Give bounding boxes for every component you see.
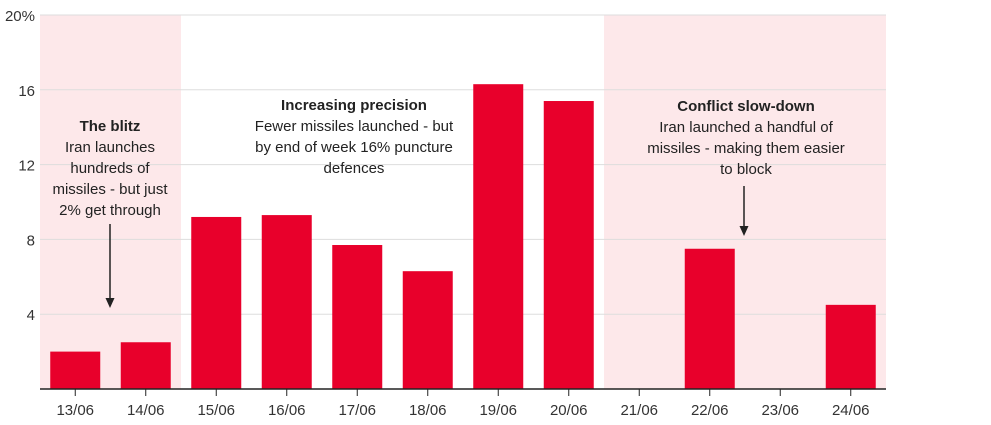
y-axis-ticks: 20% 16 12 8 4 [5, 8, 35, 324]
annotation-arrows [105, 186, 749, 308]
y-tick-label: 8 [27, 232, 35, 249]
bar-13-06 [50, 351, 101, 389]
x-tick-label: 14/06 [127, 402, 165, 419]
annotation-increasing-precision: Increasing precision Fewer missiles laun… [244, 95, 464, 179]
bar-20-06 [543, 101, 594, 390]
bar-24-06 [825, 304, 876, 389]
y-tick-label: 12 [18, 158, 35, 175]
bar-15-06 [191, 216, 242, 389]
annotation-the-blitz: The blitz Iran launches hundreds of miss… [30, 116, 190, 221]
x-tick-label: 23/06 [761, 402, 799, 419]
bar-14-06 [120, 342, 171, 389]
annotation-heading: The blitz [79, 118, 141, 135]
annotation-text: Fewer missiles launched - but by end of … [254, 118, 454, 177]
y-tick-label: 20% [5, 8, 35, 25]
y-tick-label: 4 [27, 307, 35, 324]
annotation-heading: Increasing precision [281, 97, 427, 114]
bar-18-06 [402, 271, 453, 389]
annotation-heading: Conflict slow-down [677, 98, 815, 115]
bar-19-06 [473, 84, 524, 389]
x-tick-label: 13/06 [56, 402, 94, 419]
y-tick-label: 16 [18, 83, 35, 100]
shaded-period-1 [40, 15, 181, 389]
gridlines [40, 14, 886, 315]
arrow-head-icon [105, 298, 115, 308]
x-tick-label: 15/06 [197, 402, 235, 419]
x-tick-label: 22/06 [691, 402, 729, 419]
annotation-text: Iran launches hundreds of missiles - but… [52, 139, 168, 219]
bar-22-06 [684, 248, 735, 389]
x-tick-label: 21/06 [620, 402, 658, 419]
annotation-conflict-slow-down: Conflict slow-down Iran launched a handf… [636, 96, 856, 180]
x-tick-label: 16/06 [268, 402, 306, 419]
bar-16-06 [261, 215, 312, 389]
bar-17-06 [332, 245, 383, 389]
x-axis-ticks: 13/06 14/06 15/06 16/06 17/06 18/06 19/06 20/06… [56, 389, 870, 419]
annotation-text: Iran launched a handful of missiles - ma… [647, 119, 845, 178]
x-tick-label: 19/06 [479, 402, 517, 419]
x-tick-label: 18/06 [409, 402, 447, 419]
arrow-head-icon [739, 226, 749, 236]
bars [50, 84, 876, 390]
x-tick-label: 20/06 [550, 402, 588, 419]
x-tick-label: 24/06 [832, 402, 870, 419]
x-tick-label: 17/06 [338, 402, 376, 419]
